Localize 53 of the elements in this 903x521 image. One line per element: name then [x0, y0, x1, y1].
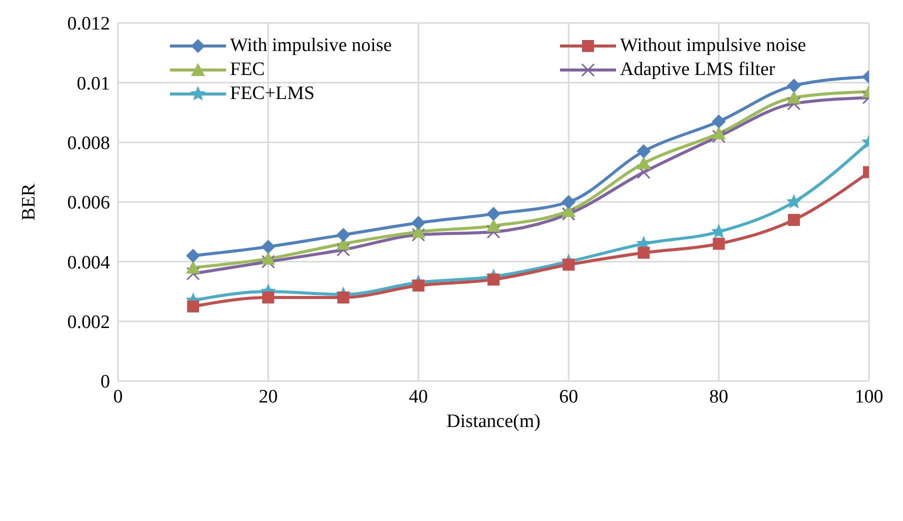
y-tick-label: 0.008 — [67, 133, 110, 154]
point — [786, 90, 801, 104]
legend-label: FEC+LMS — [230, 83, 315, 105]
point — [636, 165, 650, 179]
point — [486, 225, 500, 239]
point — [488, 274, 500, 286]
point — [412, 280, 424, 292]
x-tick-label: 80 — [709, 386, 728, 408]
point — [562, 258, 575, 271]
legend-label: With impulsive noise — [230, 35, 392, 57]
point — [262, 291, 274, 304]
point — [636, 144, 651, 158]
point — [712, 238, 725, 250]
x-tick-label: 60 — [559, 386, 578, 408]
legend-label: Without impulsive noise — [620, 35, 806, 57]
point — [261, 254, 275, 268]
point — [636, 156, 651, 170]
point — [336, 228, 350, 242]
x-axis-title: Distance(m) — [446, 411, 540, 432]
point — [186, 266, 200, 280]
point — [638, 246, 650, 259]
legend-label: Adaptive LMS filter — [620, 59, 776, 81]
y-axis-title: BER — [18, 183, 40, 220]
point — [336, 242, 350, 256]
point — [787, 96, 801, 110]
point — [788, 214, 800, 226]
legend-label: FEC — [230, 59, 265, 81]
point — [337, 291, 350, 304]
point — [486, 206, 500, 221]
y-tick-label: 0.01 — [76, 73, 110, 94]
point — [712, 130, 726, 144]
x-tick-label: 40 — [408, 386, 428, 408]
point — [786, 194, 802, 208]
y-tick-label: 0.002 — [67, 312, 110, 334]
x-tick-label: 100 — [854, 386, 884, 408]
point — [186, 248, 200, 263]
point — [412, 228, 426, 242]
point — [261, 252, 276, 265]
point — [186, 260, 200, 274]
point — [562, 195, 576, 209]
y-tick-label: 0.004 — [67, 252, 110, 274]
y-tick-label: 0.012 — [67, 14, 110, 35]
point — [411, 216, 426, 230]
point — [261, 240, 276, 254]
y-tick-label: 0.006 — [67, 192, 110, 214]
point — [486, 218, 500, 232]
point — [712, 126, 726, 140]
y-tick-label: 0 — [100, 372, 110, 393]
point — [562, 207, 576, 221]
point — [187, 300, 200, 312]
x-tick-label: 20 — [258, 386, 278, 408]
point — [786, 78, 801, 93]
point — [712, 114, 726, 128]
